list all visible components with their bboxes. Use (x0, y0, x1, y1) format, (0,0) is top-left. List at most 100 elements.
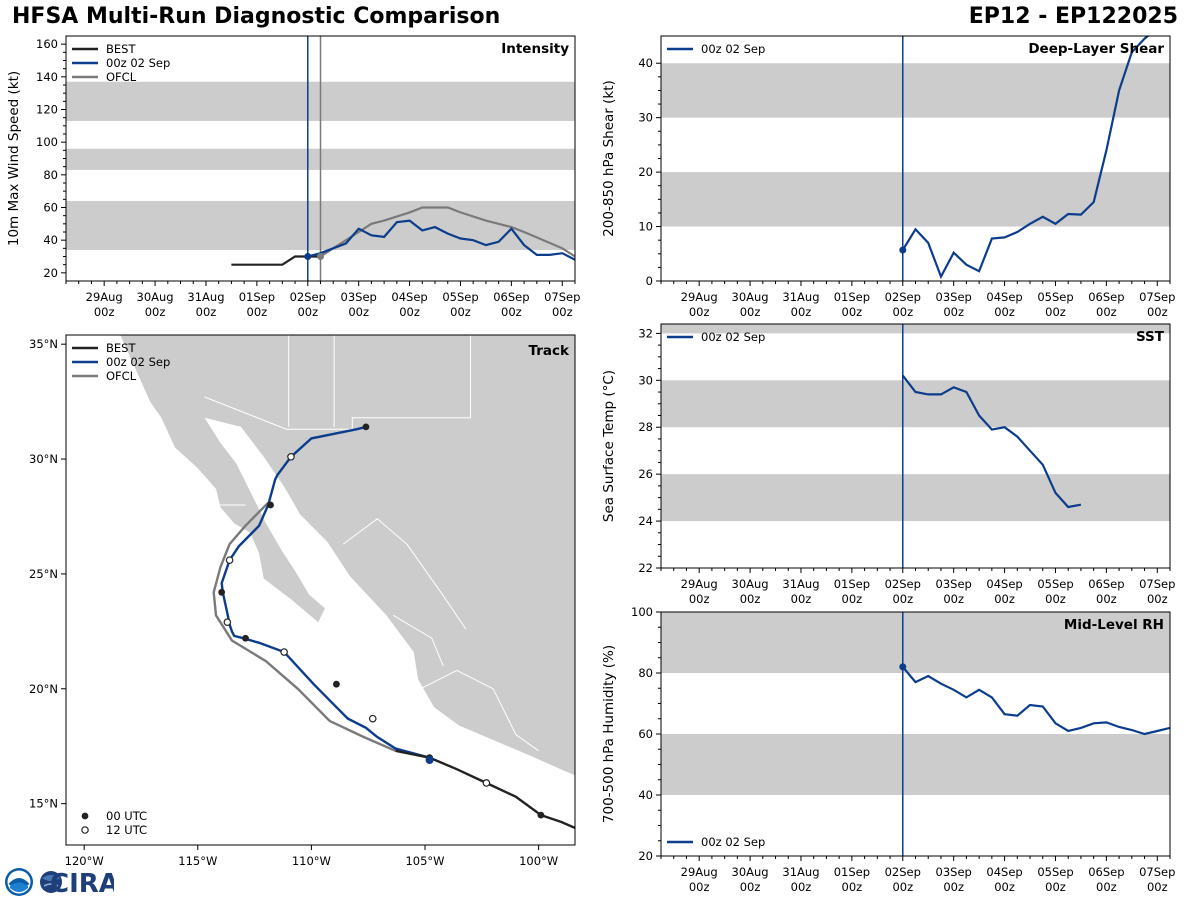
plot-frame (660, 323, 1171, 569)
x-tick-label: 00z (450, 305, 471, 319)
series-line-run (901, 36, 1150, 280)
panel-title: Intensity (501, 41, 569, 57)
cira-logo: CIRA (5, 868, 114, 898)
x-tick-label: 04Sep (986, 290, 1022, 304)
x-tick-label: 03Sep (341, 290, 377, 304)
x-tick-label: 31Aug (782, 577, 819, 591)
x-tick-label: 03Sep (936, 577, 972, 591)
x-tick-label: 07Sep (1139, 290, 1175, 304)
y-tick-label: 0 (646, 274, 653, 288)
x-tick-label: 04Sep (391, 290, 427, 304)
x-tick-label: 01Sep (239, 290, 275, 304)
y-tick-label: 20 (638, 849, 653, 863)
band-1 (661, 63, 1170, 118)
x-tick-label: 00z (1045, 592, 1066, 606)
legend-label: 00z 02 Sep (106, 355, 170, 369)
band-1 (661, 380, 1170, 428)
x-tick-label: 00z (791, 880, 812, 894)
x-tick-label: 00z (348, 305, 369, 319)
y-axis-label: 10m Max Wind Speed (kt) (6, 71, 22, 246)
legend-label: 00z 02 Sep (701, 330, 765, 344)
x-tick-label: 00z (842, 305, 863, 319)
x-tick-label: 115°W (178, 854, 217, 868)
track-point-00utc (218, 588, 226, 596)
legend-label: BEST (106, 42, 136, 56)
y-tick-label: 20 (43, 266, 58, 280)
y-tick-label: 30 (638, 373, 653, 387)
band-0 (661, 474, 1170, 522)
y-tick-label: 100 (631, 605, 653, 619)
land-0 (120, 335, 575, 776)
x-tick-label: 00z (842, 592, 863, 606)
track-point-00utc (362, 423, 370, 431)
x-tick-label: 30Aug (137, 290, 174, 304)
y-tick-label: 24 (638, 514, 653, 528)
legend-label: OFCL (106, 70, 137, 84)
x-tick-label: 00z (994, 305, 1015, 319)
legend-label: BEST (106, 341, 136, 355)
y-tick-label: 22 (638, 561, 653, 575)
x-tick-label: 00z (689, 305, 710, 319)
storm-id: EP12 - EP122025 (968, 4, 1178, 29)
x-tick-label: 00z (1147, 305, 1168, 319)
y-tick-label: 20°N (29, 682, 58, 696)
track-point-00utc (333, 680, 340, 688)
x-tick-label: 00z (740, 305, 761, 319)
x-tick-label: 31Aug (782, 290, 819, 304)
track-line-ofcl (212, 501, 396, 752)
map-border (406, 543, 467, 630)
x-tick-label: 04Sep (986, 577, 1022, 591)
x-tick-label: 05Sep (1037, 865, 1073, 879)
y-axis-label: 700-500 hPa Humidity (%) (601, 645, 617, 823)
x-tick-label: 02Sep (290, 290, 326, 304)
x-tick-label: 00z (740, 592, 761, 606)
x-tick-label: 31Aug (782, 865, 819, 879)
y-tick-label: 30 (638, 111, 653, 125)
y-tick-label: 20 (638, 165, 653, 179)
band-0 (661, 172, 1170, 227)
noaa-logo-icon (5, 868, 33, 896)
map-border (342, 518, 408, 545)
band-0 (661, 734, 1170, 795)
track-point-12utc (482, 779, 491, 787)
init-marker-0 (899, 246, 907, 254)
y-tick-label: 25°N (29, 567, 58, 581)
x-tick-label: 06Sep (1088, 865, 1124, 879)
plot-frame (65, 334, 576, 846)
legend-label: 00z 02 Sep (701, 42, 765, 56)
panel-title: Deep-Layer Shear (1028, 41, 1164, 57)
init-marker-0 (304, 253, 312, 260)
x-tick-label: 29Aug (681, 577, 718, 591)
y-tick-label: 80 (43, 168, 58, 182)
x-tick-label: 00z (501, 305, 522, 319)
x-tick-label: 00z (791, 592, 812, 606)
x-tick-label: 00z (1045, 305, 1066, 319)
band-1 (661, 612, 1170, 673)
y-tick-label: 40 (638, 56, 653, 70)
map-border (392, 614, 444, 666)
y-tick-label: 30°N (29, 452, 58, 466)
x-tick-label: 30Aug (732, 290, 769, 304)
band-2 (661, 324, 1170, 334)
track-line-best (395, 749, 575, 830)
x-tick-label: 07Sep (544, 290, 580, 304)
panel-title: Track (529, 343, 570, 359)
x-tick-label: 02Sep (885, 865, 921, 879)
legend-label: 00 UTC (106, 809, 147, 823)
legend-marker-00utc (81, 812, 89, 820)
y-tick-label: 60 (43, 201, 58, 215)
y-tick-label: 40 (43, 233, 58, 247)
y-tick-label: 32 (638, 326, 653, 340)
x-tick-label: 01Sep (834, 865, 870, 879)
legend-marker-12utc (81, 826, 89, 834)
y-tick-label: 26 (638, 467, 653, 481)
y-tick-label: 35°N (29, 337, 58, 351)
x-tick-label: 29Aug (86, 290, 123, 304)
y-tick-label: 28 (638, 420, 653, 434)
map-border (390, 335, 471, 419)
x-tick-label: 120°W (65, 854, 104, 868)
track-point-12utc (287, 452, 295, 461)
y-tick-label: 100 (36, 135, 58, 149)
x-tick-label: 00z (892, 592, 913, 606)
